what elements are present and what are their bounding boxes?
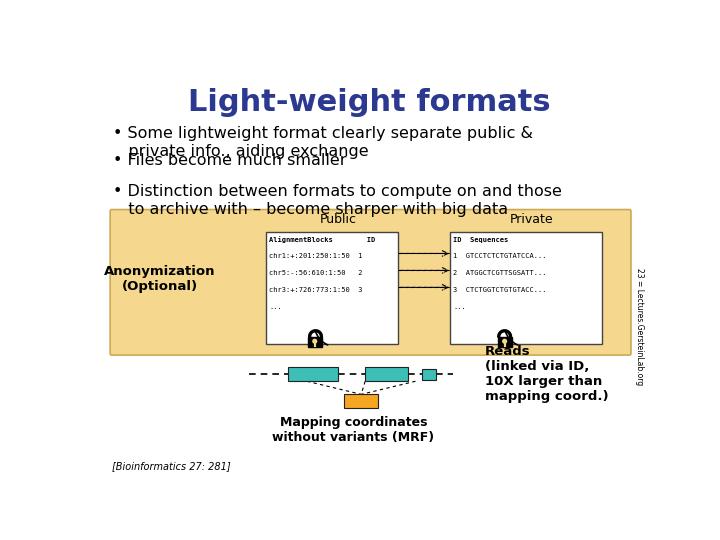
Bar: [451, 232, 601, 343]
Bar: [422, 369, 436, 380]
Bar: [344, 394, 378, 408]
Bar: [498, 336, 512, 347]
Text: chr1:+:201:250:1:50  1: chr1:+:201:250:1:50 1: [269, 253, 363, 259]
Bar: [266, 232, 397, 343]
Bar: [307, 336, 322, 347]
Text: chr3:+:726:773:1:50  3: chr3:+:726:773:1:50 3: [269, 287, 363, 293]
Text: AlignmentBlocks        ID: AlignmentBlocks ID: [269, 237, 375, 244]
Text: 1  GTCCTCTCTGTATCCA...: 1 GTCCTCTCTGTATCCA...: [454, 253, 547, 259]
Text: • Distinction between formats to compute on and those
   to archive with – becom: • Distinction between formats to compute…: [113, 184, 562, 217]
Bar: [287, 367, 338, 381]
Circle shape: [503, 339, 506, 343]
Text: ...: ...: [269, 304, 282, 310]
Text: 2  ATGGCTCGTTSGSATT...: 2 ATGGCTCGTTSGSATT...: [454, 271, 547, 276]
Text: ...: ...: [454, 304, 467, 310]
Text: Private: Private: [510, 213, 554, 226]
Text: 23 = Lectures.GersteinLab.org: 23 = Lectures.GersteinLab.org: [635, 268, 644, 385]
Text: chr5:-:56:610:1:50   2: chr5:-:56:610:1:50 2: [269, 271, 363, 276]
Text: 3  CTCTGGTCTGTGTACC...: 3 CTCTGGTCTGTGTACC...: [454, 287, 547, 293]
Circle shape: [313, 339, 317, 343]
FancyBboxPatch shape: [110, 210, 631, 355]
Text: • Files become much smaller: • Files become much smaller: [113, 153, 347, 168]
Text: Reads
(linked via ID,
10X larger than
mapping coord.): Reads (linked via ID, 10X larger than ma…: [485, 346, 609, 403]
Text: Anonymization
(Optional): Anonymization (Optional): [104, 265, 215, 293]
Text: Light-weight formats: Light-weight formats: [188, 88, 550, 117]
Bar: [365, 367, 408, 381]
Text: • Some lightweight format clearly separate public &
   private info., aiding exc: • Some lightweight format clearly separa…: [113, 126, 534, 159]
Text: Public: Public: [320, 213, 356, 226]
Text: [Bioinformatics 27: 281]: [Bioinformatics 27: 281]: [112, 461, 230, 471]
Text: ID  Sequences: ID Sequences: [454, 237, 509, 242]
Text: Mapping coordinates
without variants (MRF): Mapping coordinates without variants (MR…: [272, 416, 435, 444]
